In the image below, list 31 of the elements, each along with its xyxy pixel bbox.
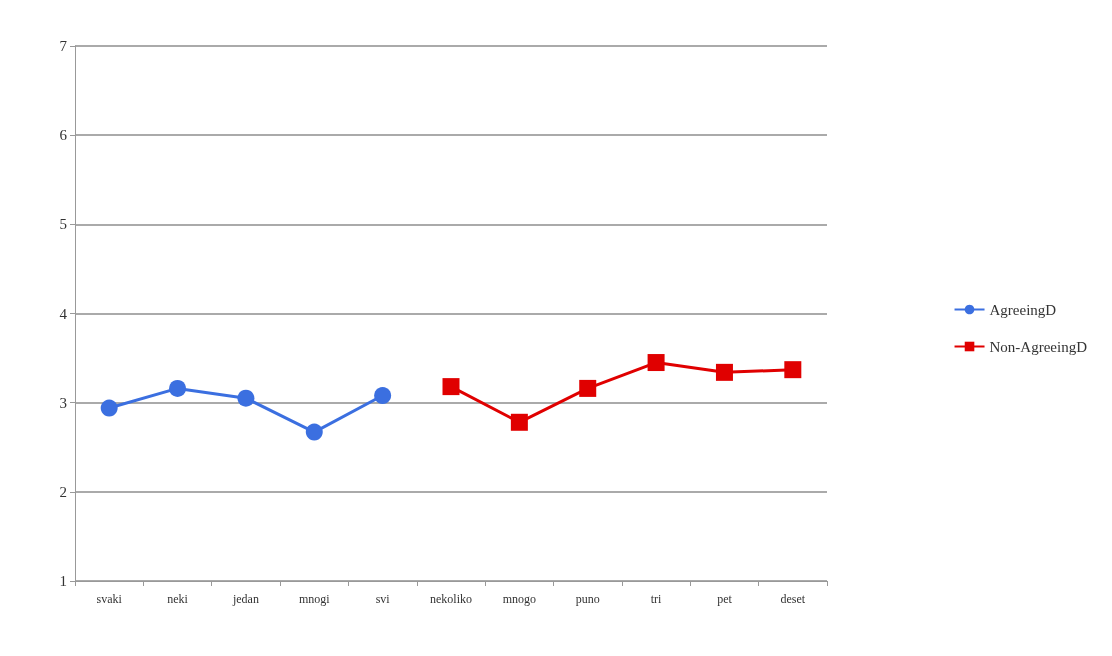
point: [579, 379, 597, 397]
y-tick-label: 5: [59, 216, 67, 233]
point: [305, 423, 323, 441]
point: [374, 387, 392, 405]
x-tick-label: mnogo: [502, 592, 537, 606]
x-tick-label: deset: [780, 592, 806, 606]
x-tick-label: puno: [575, 592, 600, 606]
y-tick-label: 1: [59, 573, 67, 589]
point: [715, 363, 733, 381]
point: [100, 399, 118, 417]
point: [647, 354, 665, 372]
x-tick-label: neki: [167, 592, 189, 606]
x-tick-label: pet: [717, 592, 733, 606]
x-tick-label: tri: [650, 592, 663, 606]
y-tick-label: 3: [59, 394, 67, 411]
point: [169, 379, 187, 397]
x-tick-label: nekoliko: [430, 592, 472, 606]
y-tick-label: 2: [59, 483, 67, 500]
point: [784, 361, 802, 379]
x-tick-label: mnogi: [298, 592, 331, 606]
y-tick-label: 7: [59, 38, 68, 54]
x-tick-label: svaki: [96, 592, 123, 606]
y-tick-label: 4: [59, 305, 68, 322]
x-tick-label: jedan: [231, 592, 259, 606]
legend-label: AgreeingD: [989, 301, 1057, 318]
y-tick-label: 6: [59, 127, 68, 144]
point: [510, 413, 528, 431]
point: [237, 389, 255, 407]
x-tick-label: svi: [375, 592, 391, 606]
legend-label: Non-AgreeingD: [989, 338, 1088, 355]
point: [442, 378, 460, 396]
